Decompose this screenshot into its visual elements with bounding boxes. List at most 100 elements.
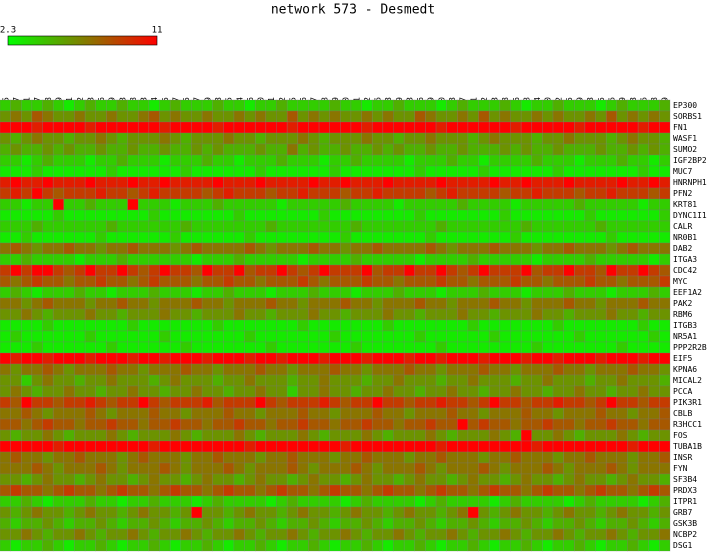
heatmap-cell [254,341,267,354]
heatmap-cell [159,418,171,431]
heatmap-cell [648,198,660,211]
heatmap-cell [542,517,554,530]
heatmap-cell [446,264,458,277]
heatmap-cell [286,330,299,343]
heatmap-cell [169,220,182,233]
heatmap-cell [648,286,660,299]
heatmap-cell [542,242,554,255]
heatmap-cell [584,242,596,255]
heatmap-cell [595,352,607,365]
heatmap-cell [244,363,256,376]
heatmap-cell [159,165,171,178]
heatmap-cell [52,440,65,453]
heatmap-cell [308,209,320,222]
heatmap-cell [63,506,75,519]
heatmap-cell [0,341,11,354]
heatmap-cell [467,440,479,453]
heatmap-cell [244,253,256,266]
heatmap-cell [42,264,54,277]
heatmap-cell [42,297,54,310]
heatmap-cell [425,363,437,376]
row-label: KPNA6 [673,365,697,374]
heatmap-cell [488,451,501,464]
heatmap-cell [371,418,384,431]
heatmap-cell [627,396,639,409]
heatmap-cell [318,242,330,255]
heatmap-cell [308,341,320,354]
heatmap-cell [233,517,245,530]
heatmap-cell [191,440,203,453]
heatmap-cell [605,330,618,343]
heatmap-cell [318,429,330,442]
heatmap-cell [627,242,639,255]
heatmap-cell [95,462,107,475]
heatmap-cell [627,363,639,376]
heatmap-cell [20,297,33,310]
heatmap-cell [531,110,543,123]
heatmap-cell [414,286,426,299]
heatmap-cell [563,176,575,189]
heatmap-cell [403,352,416,365]
heatmap-cell [478,484,490,497]
heatmap-cell [116,484,128,497]
heatmap-cell [95,165,107,178]
heatmap-cell [340,484,352,497]
heatmap-cell [414,440,426,453]
heatmap-cell [403,264,416,277]
heatmap-cell [605,451,618,464]
heatmap-cell [137,165,150,178]
heatmap-cell [254,154,267,167]
heatmap-cell [63,308,75,321]
heatmap-cell [393,176,405,189]
heatmap-cell [0,330,11,343]
heatmap-cell [233,165,245,178]
heatmap-cell [637,121,650,134]
heatmap-cell [637,363,650,376]
heatmap-cell [340,451,352,464]
heatmap-cell [20,99,33,112]
heatmap-cell [42,242,54,255]
heatmap-cell [95,330,107,343]
heatmap-cell [659,154,671,167]
heatmap-cell [10,242,22,255]
heatmap-cell [212,275,224,288]
heatmap-cell [63,484,75,497]
heatmap-cell [584,165,596,178]
heatmap-cell [361,242,373,255]
heatmap-cell [191,275,203,288]
heatmap-cell [20,352,33,365]
heatmap-cell [584,352,596,365]
heatmap-cell [457,308,469,321]
heatmap-cell [435,154,447,167]
heatmap-cell [584,143,596,156]
heatmap-cell [212,374,224,387]
heatmap-cell [63,374,75,387]
heatmap-cell [414,462,426,475]
heatmap-cell [233,374,245,387]
heatmap-cell [265,154,277,167]
heatmap-cell [488,264,501,277]
heatmap-cell [244,165,256,178]
heatmap-cell [201,187,213,200]
heatmap-cell [20,143,33,156]
heatmap-cell [371,165,384,178]
heatmap-cell [191,99,203,112]
heatmap-cell [201,209,213,222]
heatmap-cell [350,473,362,486]
heatmap-cell [659,319,671,332]
heatmap-cell [616,154,628,167]
heatmap-cell [223,132,235,145]
heatmap-cell [457,231,469,244]
heatmap-cell [403,99,416,112]
heatmap-cell [20,253,33,266]
heatmap-cell [542,99,554,112]
heatmap-cell [10,275,22,288]
heatmap-cell [648,154,660,167]
heatmap-cell [563,264,575,277]
heatmap-cell [52,308,65,321]
heatmap-cell [84,286,97,299]
heatmap-cell [254,396,267,409]
heatmap-cell [63,528,75,541]
heatmap-cell [286,363,299,376]
heatmap-cell [478,253,490,266]
